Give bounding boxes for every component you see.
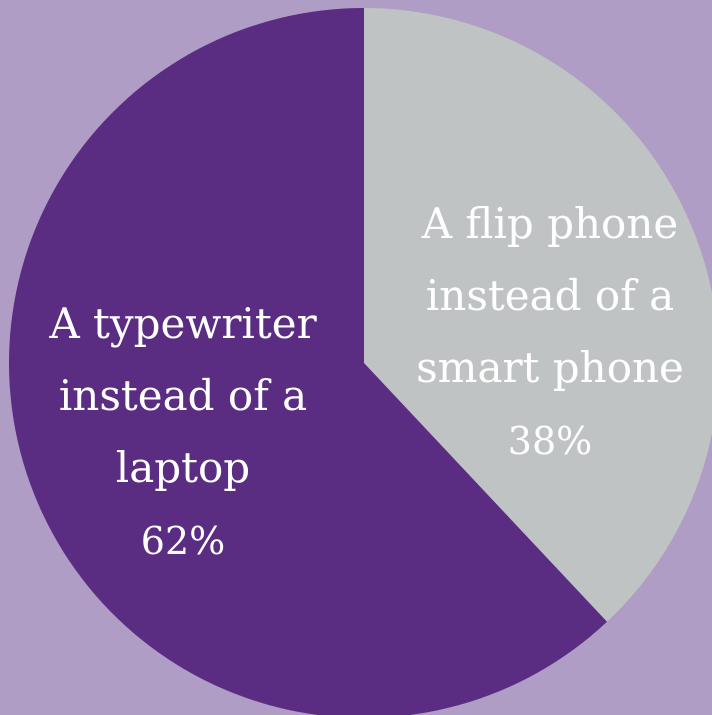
slice-label-line: A flip phone (421, 199, 679, 248)
pie-slice-0 (364, 8, 712, 622)
slice-label-line: laptop (116, 443, 250, 492)
slice-label-line: smart phone (416, 343, 684, 392)
slice-label-line: A typewriter (48, 299, 317, 348)
pie-slices (9, 8, 712, 715)
slice-value-label: 62% (141, 519, 225, 563)
pie-labels: A flip phone instead of a smart phone 38% A … (48, 199, 684, 563)
slice-label-line: instead of a (426, 271, 674, 320)
slice-value-label: 38% (508, 419, 592, 463)
pie-slice-1 (9, 8, 608, 715)
slice-label-line: instead of a (59, 371, 307, 420)
